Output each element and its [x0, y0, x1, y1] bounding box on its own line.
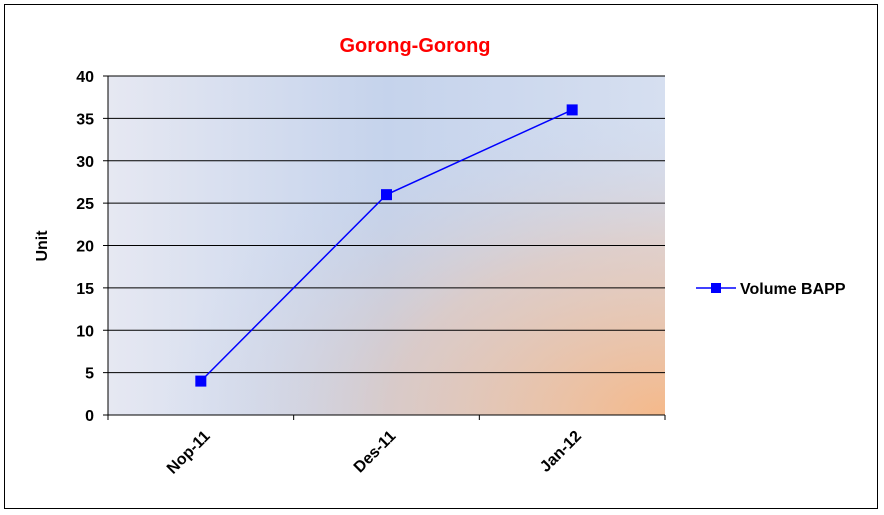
y-tick-label: 5 [85, 366, 94, 383]
x-tick-label: Nop-11 [164, 428, 214, 478]
gridlines [108, 75, 665, 374]
series-layer [195, 104, 578, 387]
data-point-marker [381, 189, 392, 201]
y-tick-label: 20 [76, 239, 94, 256]
legend: Volume BAPP [696, 281, 846, 298]
y-tick-label: 25 [76, 196, 94, 213]
x-tick-label: Jan-12 [537, 428, 585, 476]
legend-label: Volume BAPP [740, 281, 846, 298]
data-point-marker [195, 375, 207, 387]
y-tick-label: 35 [76, 111, 94, 128]
x-tick-labels: Nop-11 Des-11 Jan-12 [107, 415, 666, 478]
y-tick-labels: 0 5 10 15 20 25 30 35 40 [76, 69, 108, 425]
x-tick-label: Des-11 [351, 428, 400, 477]
y-axis-label: Unit [34, 230, 51, 262]
y-tick-label: 0 [85, 408, 94, 425]
y-tick-label: 30 [76, 154, 94, 171]
data-point-marker [566, 104, 578, 116]
y-tick-label: 15 [76, 281, 94, 298]
legend-marker [711, 283, 721, 293]
y-tick-label: 40 [76, 69, 94, 86]
chart-title: Gorong-Gorong [339, 35, 490, 57]
y-tick-label: 10 [76, 323, 94, 340]
